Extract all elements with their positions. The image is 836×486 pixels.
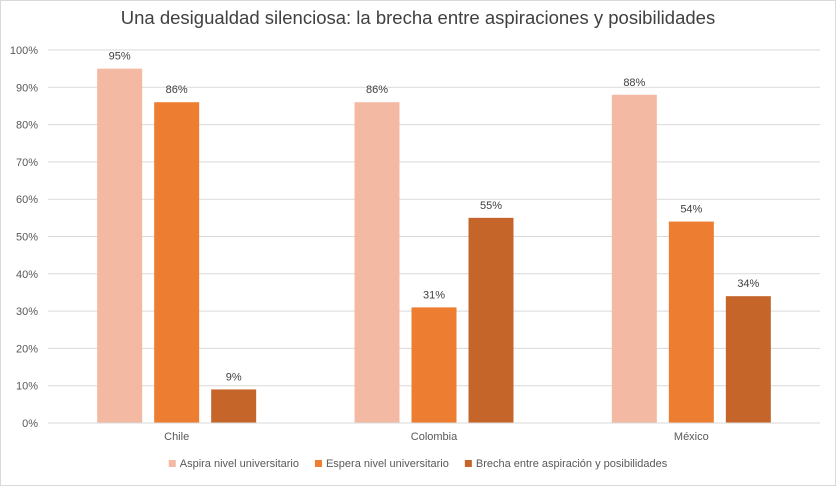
x-tick-label: Chile (164, 431, 189, 443)
legend-label: Aspira nivel universitario (180, 458, 299, 470)
legend-item: Espera nivel universitario (314, 458, 449, 470)
y-tick-label: 70% (16, 157, 38, 169)
x-axis: Chile Colombia México (48, 422, 820, 443)
bar-colombia-1 (354, 102, 400, 423)
bar-méxico-1 (611, 94, 657, 423)
y-tick-label: 90% (16, 82, 38, 94)
legend-item: Aspira nivel universitario (168, 458, 299, 470)
bar-chile-3 (211, 389, 257, 423)
legend: Aspira nivel universitario Espera nivel u… (168, 458, 668, 470)
data-label: 86% (366, 84, 388, 96)
data-label: 95% (109, 51, 131, 63)
bar-chile-2 (154, 102, 200, 423)
y-axis: 0% 10% 20% 30% 40% 50% 60% 70% 80% 90% 100% (10, 45, 38, 430)
data-label: 31% (423, 289, 445, 301)
legend-swatch (314, 460, 322, 467)
legend-swatch (464, 460, 472, 467)
data-label: 34% (737, 278, 759, 290)
y-tick-label: 100% (10, 45, 38, 57)
x-tick-label: Colombia (411, 431, 458, 443)
legend-swatch (168, 460, 176, 467)
legend-label: Brecha entre aspiración y posibilidades (476, 458, 668, 470)
y-tick-label: 60% (16, 194, 38, 206)
y-tick-label: 30% (16, 306, 38, 318)
bar-colombia-3 (468, 217, 514, 423)
y-tick-label: 50% (16, 232, 38, 244)
legend-item: Brecha entre aspiración y posibilidades (464, 458, 668, 470)
legend-label: Espera nivel universitario (326, 458, 449, 470)
y-tick-label: 0% (22, 418, 38, 430)
y-tick-label: 10% (16, 381, 38, 393)
y-tick-label: 80% (16, 120, 38, 132)
bar-méxico-2 (668, 221, 714, 423)
data-label: 54% (680, 204, 702, 216)
chart-title: Una desigualdad silenciosa: la brecha en… (120, 7, 716, 28)
bar-méxico-3 (725, 296, 771, 423)
bar-chile-1 (97, 68, 143, 424)
data-label: 9% (226, 371, 242, 383)
x-tick-label: México (674, 431, 709, 443)
bar-colombia-2 (411, 307, 457, 423)
data-label: 88% (623, 77, 645, 89)
y-tick-label: 40% (16, 269, 38, 281)
data-label: 86% (166, 84, 188, 96)
bars: 95% 86% 9% 86% 31% 55% 88% 54% 34% (97, 51, 771, 424)
data-label: 55% (480, 200, 502, 212)
y-tick-label: 20% (16, 343, 38, 355)
